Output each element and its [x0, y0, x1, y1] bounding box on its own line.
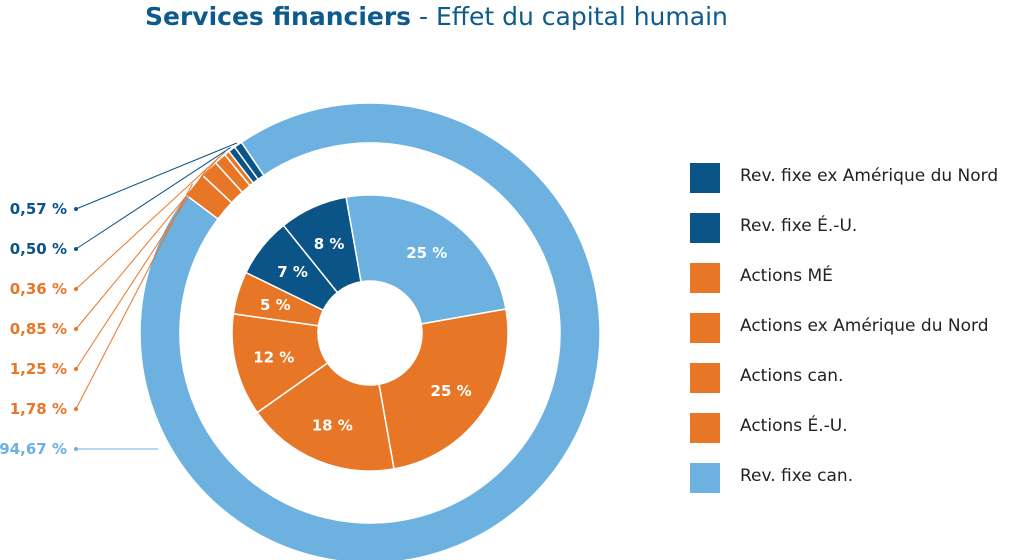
callout-line-5: [75, 147, 231, 250]
inner-slice-1: [378, 308, 509, 470]
callout-dot-3: [74, 327, 78, 331]
callout-line-2: [75, 167, 208, 370]
callout-label-1: 1,78 %: [10, 400, 67, 418]
legend-swatch-5: [690, 413, 720, 443]
callout-line-6: [75, 142, 238, 210]
legend-swatch-6: [690, 463, 720, 493]
legend-label-1: Rev. fixe É.-U.: [740, 216, 858, 236]
callout-label-6: 0,57 %: [10, 200, 67, 218]
callout-dot-6: [74, 207, 78, 211]
callout-label-2: 1,25 %: [10, 360, 67, 378]
legend-label-0: Rev. fixe ex Amérique du Nord: [740, 166, 999, 186]
legend-label-6: Rev. fixe can.: [740, 466, 854, 486]
callout-dot-2: [74, 367, 78, 371]
inner-slice-label-5: 7 %: [277, 263, 308, 281]
callout-label-0: 94,67 %: [0, 440, 67, 458]
inner-slice-label-1: 25 %: [431, 382, 472, 400]
inner-slice-label-6: 8 %: [314, 235, 345, 253]
inner-slice-label-2: 18 %: [312, 417, 353, 435]
inner-slice-label-3: 12 %: [253, 348, 294, 366]
inner-ring: [231, 194, 509, 472]
legend-label-4: Actions can.: [740, 366, 844, 386]
inner-slice-2: [256, 361, 395, 472]
callout-dot-0: [74, 447, 78, 451]
outer-slice-6: [233, 141, 265, 181]
inner-ring-labels: 25 % 25 % 18 % 12 % 5 % 7 % 8 %: [253, 235, 471, 435]
donut-chart: 25 % 25 % 18 % 12 % 5 % 7 % 8 % 94,67 % 1,78 % 1…: [0, 102, 601, 560]
legend-swatch-3: [690, 313, 720, 343]
inner-slice-label-4: 5 %: [260, 296, 291, 314]
outer-slice-0: [139, 102, 601, 560]
outer-ring-callouts: 94,67 % 1,78 % 1,25 % 0,85 % 0,36 % 0,50 % 0,5…: [0, 142, 238, 458]
chart-title-separator: -: [411, 2, 436, 31]
callout-line-3: [75, 156, 220, 330]
legend-swatch-1: [690, 213, 720, 243]
legend-swatch-2: [690, 263, 720, 293]
callout-label-3: 0,85 %: [10, 320, 67, 338]
legend-label-5: Actions É.-U.: [740, 416, 848, 436]
inner-slice-label-0: 25 %: [406, 244, 447, 262]
chart-title-main: Services financiers: [145, 2, 412, 31]
callout-line-1: [75, 183, 193, 410]
outer-ring: [139, 102, 601, 560]
legend-label-2: Actions MÉ: [740, 266, 833, 286]
inner-slice-0: [345, 194, 507, 325]
callout-dot-4: [74, 287, 78, 291]
chart-title: Services financiers - Effet du capital h…: [145, 2, 728, 31]
legend-swatch-0: [690, 163, 720, 193]
chart-subtitle: Effet du capital humain: [436, 2, 728, 31]
callout-label-4: 0,36 %: [10, 280, 67, 298]
legend-swatch-4: [690, 363, 720, 393]
legend-label-3: Actions ex Amérique du Nord: [740, 316, 989, 336]
inner-slice-6: [282, 196, 362, 294]
callout-dot-5: [74, 247, 78, 251]
callout-line-4: [75, 151, 226, 290]
callout-label-5: 0,50 %: [10, 240, 67, 258]
callout-dot-1: [74, 407, 78, 411]
